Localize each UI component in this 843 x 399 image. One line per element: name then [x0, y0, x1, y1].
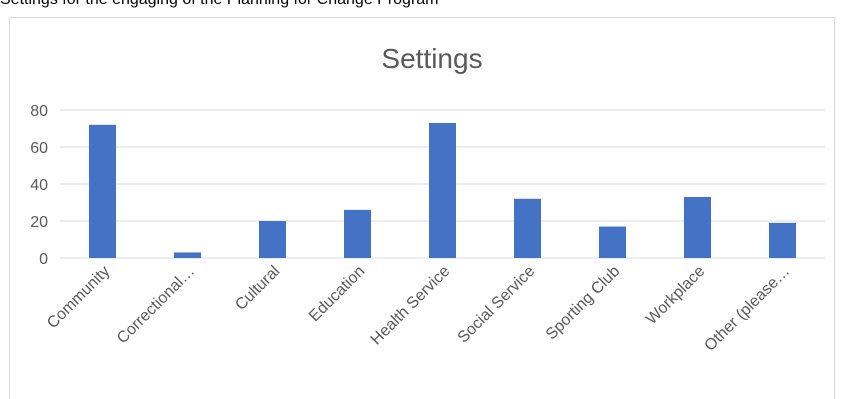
bars	[89, 122, 796, 258]
y-tick-label: 80	[30, 103, 48, 120]
x-category-label: Sporting Club	[543, 263, 624, 344]
x-category-label: Correctional…	[114, 263, 198, 347]
y-tick-label: 60	[30, 140, 48, 157]
x-category-label: Community	[44, 263, 113, 332]
y-tick-label: 0	[39, 251, 48, 268]
bar-workplace	[684, 196, 711, 258]
x-category-label: Social Service	[455, 263, 539, 347]
y-tick-label: 20	[30, 214, 48, 231]
x-category-label: Other (please…	[701, 263, 793, 355]
x-category-label: Education	[306, 263, 368, 325]
bar-cultural	[259, 221, 286, 258]
bar-education	[344, 209, 371, 258]
chart-title: Settings	[381, 43, 482, 74]
x-category-label: Health Service	[368, 263, 454, 349]
y-tick-label: 40	[30, 177, 48, 194]
y-axis: 0 20 40 60 80	[30, 103, 48, 268]
bar-sporting-club	[599, 226, 626, 258]
bar-other-please	[769, 222, 796, 258]
bar-social-service	[514, 198, 541, 258]
x-axis: Community Correctional… Cultural Education H…	[44, 263, 793, 355]
bar-health-service	[429, 122, 456, 258]
x-category-label: Cultural	[232, 263, 283, 314]
x-category-label: Workplace	[643, 263, 708, 328]
bar-community	[89, 124, 116, 258]
bar-correctional	[174, 252, 201, 258]
figure-caption: Settings for the engaging of the Plannin…	[0, 0, 439, 9]
